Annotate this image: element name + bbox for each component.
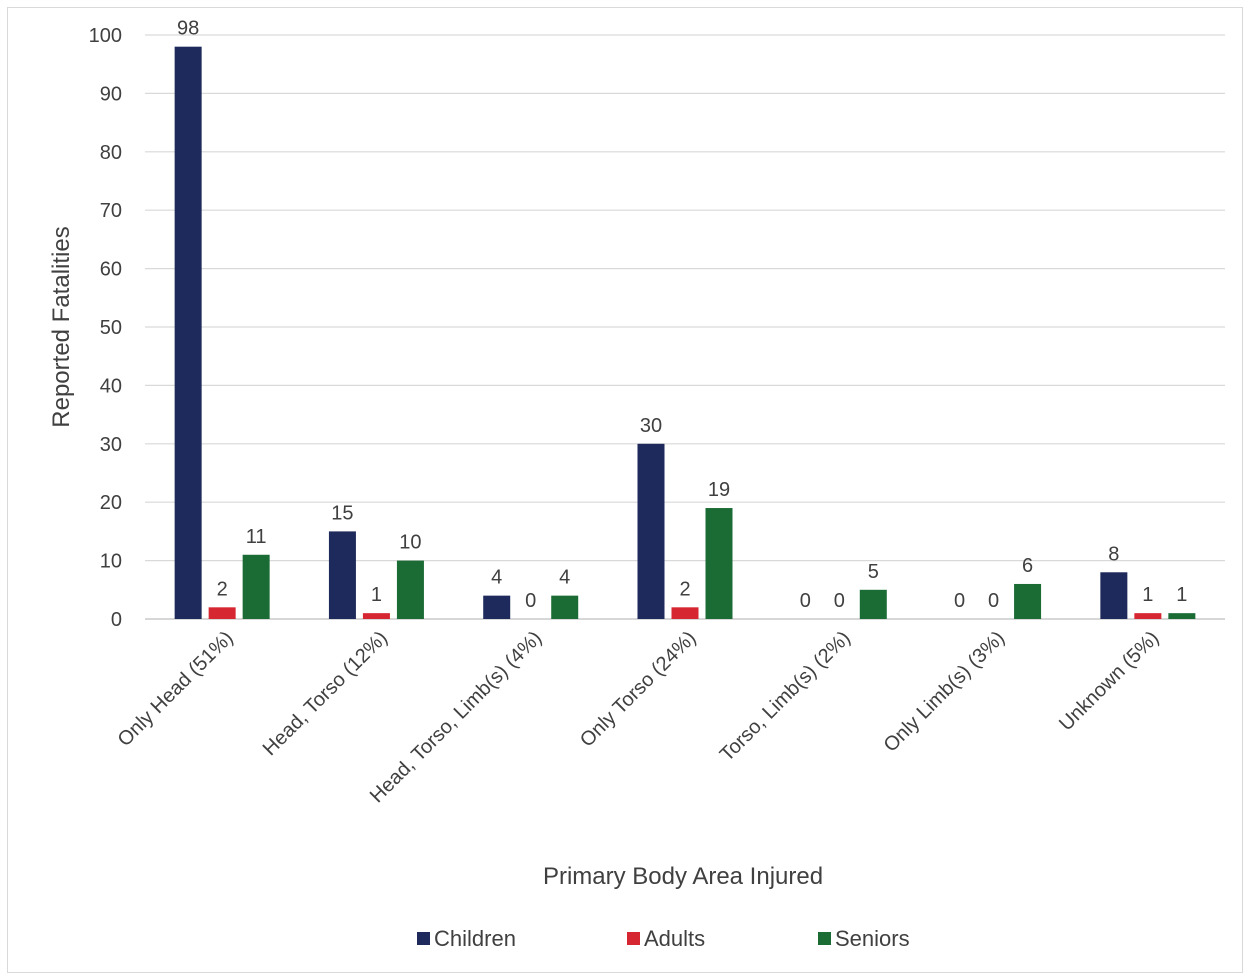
y-tick-label: 70: [100, 200, 122, 222]
legend-label: Children: [434, 926, 516, 951]
bar-children: [483, 595, 511, 619]
x-tick-label: Only Limb(s) (3%): [880, 627, 1009, 757]
data-label: 11: [246, 526, 267, 548]
data-label: 0: [800, 590, 811, 612]
bar-seniors: [859, 589, 887, 619]
data-label: 1: [1176, 584, 1187, 606]
x-tick-label: Only Torso (24%): [576, 627, 701, 752]
data-label: 0: [525, 590, 536, 612]
data-label: 1: [1142, 584, 1153, 606]
bar-adults: [362, 613, 390, 619]
y-tick-label: 80: [100, 142, 122, 164]
data-label: 6: [1022, 555, 1033, 577]
data-label: 0: [954, 590, 965, 612]
data-label: 2: [217, 578, 228, 600]
bar-seniors: [1014, 583, 1042, 619]
legend-label: Adults: [644, 926, 705, 951]
y-axis-title: Reported Fatalities: [48, 226, 75, 427]
y-tick-label: 90: [100, 83, 122, 105]
y-tick-label: 0: [111, 609, 122, 631]
data-label: 98: [177, 18, 199, 40]
bar-seniors: [242, 554, 270, 619]
data-label: 0: [834, 590, 845, 612]
bar-children: [328, 531, 356, 619]
x-tick-label: Head, Torso (12%): [259, 627, 392, 760]
data-label: 30: [640, 415, 662, 437]
gridlines: [145, 34, 1225, 620]
y-tick-label: 100: [89, 25, 122, 47]
x-tick-label: Torso, Limb(s) (2%): [716, 627, 855, 766]
bar-seniors: [396, 560, 424, 619]
data-label: 4: [491, 567, 502, 589]
legend-swatch: [818, 932, 831, 945]
legend-item-seniors: Seniors: [818, 926, 910, 951]
y-tick-label: 10: [100, 551, 122, 573]
bars: [174, 46, 1196, 620]
x-axis-title: Primary Body Area Injured: [543, 863, 823, 890]
bar-adults: [1134, 613, 1162, 619]
legend: Children Adults Seniors: [417, 926, 910, 951]
data-label: 5: [868, 561, 879, 583]
y-tick-label: 30: [100, 434, 122, 456]
bar-seniors: [551, 595, 579, 619]
x-axis-ticks: Only Head (51%) Head, Torso (12%)Head, To…: [114, 627, 1164, 807]
legend-swatch: [627, 932, 640, 945]
data-label: 4: [559, 567, 570, 589]
chart-frame: [7, 7, 1243, 973]
data-label: 1: [371, 584, 382, 606]
data-label: 19: [708, 479, 730, 501]
legend-item-children: Children: [417, 926, 516, 951]
x-tick-label: Only Head (51%): [114, 627, 238, 751]
data-label: 15: [331, 502, 353, 524]
y-tick-label: 20: [100, 492, 122, 514]
bar-children: [637, 443, 665, 619]
legend-label: Seniors: [835, 926, 910, 951]
legend-item-adults: Adults: [627, 926, 705, 951]
data-label: 10: [399, 532, 421, 554]
y-tick-label: 60: [100, 259, 122, 281]
y-tick-label: 50: [100, 317, 122, 339]
data-label: 2: [679, 578, 690, 600]
x-tick-label: Head, Torso, Limb(s) (4%): [366, 627, 546, 807]
bar-children: [1100, 572, 1128, 619]
bar-children: [174, 46, 202, 620]
data-label: 0: [988, 590, 999, 612]
x-tick-label: Unknown (5%): [1055, 627, 1163, 735]
bar-adults: [671, 607, 699, 619]
legend-swatch: [417, 932, 430, 945]
bar-seniors: [1168, 613, 1196, 619]
data-label: 8: [1108, 543, 1119, 565]
bar-adults: [208, 607, 236, 619]
bar-seniors: [705, 508, 733, 619]
y-tick-label: 40: [100, 375, 122, 397]
y-axis-ticks: 0 10 20 30 40 50 60 70 80 90 100: [89, 25, 122, 631]
